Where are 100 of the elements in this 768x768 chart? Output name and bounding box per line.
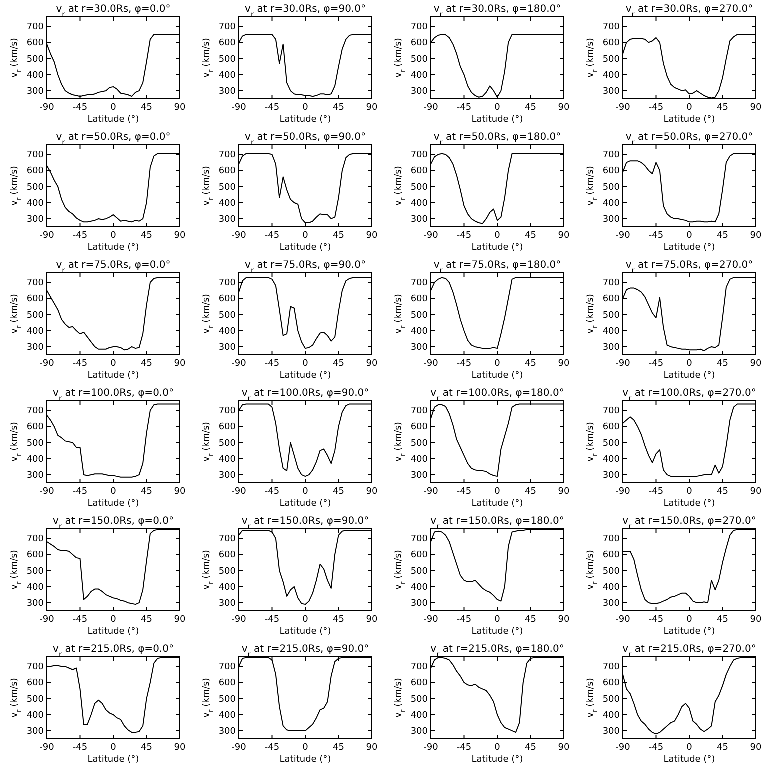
x-tick-label: -90 bbox=[616, 487, 631, 497]
x-axis-title: Latitude (°) bbox=[280, 371, 332, 381]
y-tick-label: 600 bbox=[218, 550, 236, 561]
y-tick-label: 700 bbox=[26, 534, 44, 545]
x-axis-title: Latitude (°) bbox=[280, 499, 332, 509]
x-tick-label: -45 bbox=[264, 743, 280, 753]
x-tick-label: -45 bbox=[648, 615, 664, 625]
x-axis-title: Latitude (°) bbox=[664, 627, 716, 637]
y-tick-label: 300 bbox=[602, 86, 620, 97]
y-tick-label: 700 bbox=[218, 662, 236, 673]
y-tick-label: 400 bbox=[218, 198, 236, 209]
x-tick-label: 90 bbox=[750, 487, 762, 497]
x-tick-label: 45 bbox=[333, 231, 344, 241]
y-tick-label: 600 bbox=[602, 678, 620, 689]
y-tick-label: 600 bbox=[410, 38, 428, 49]
x-axis-title: Latitude (°) bbox=[664, 115, 716, 125]
x-axis-title: Latitude (°) bbox=[280, 243, 332, 253]
y-tick-label: 600 bbox=[26, 294, 44, 305]
y-tick-label: 300 bbox=[26, 86, 44, 97]
x-tick-label: -45 bbox=[72, 103, 88, 113]
x-tick-label: -45 bbox=[456, 231, 472, 241]
y-tick-label: 300 bbox=[26, 470, 44, 481]
x-tick-label: -45 bbox=[72, 487, 88, 497]
x-axis-title: Latitude (°) bbox=[280, 627, 332, 637]
y-tick-label: 300 bbox=[410, 726, 428, 737]
y-tick-label: 300 bbox=[26, 726, 44, 737]
x-axis-title: Latitude (°) bbox=[664, 755, 716, 765]
y-tick-label: 400 bbox=[410, 582, 428, 593]
x-tick-label: 90 bbox=[750, 743, 762, 753]
x-tick-label: 90 bbox=[174, 231, 186, 241]
x-tick-label: -90 bbox=[40, 743, 55, 753]
x-tick-label: -45 bbox=[264, 487, 280, 497]
y-tick-label: 500 bbox=[218, 54, 236, 65]
y-tick-label: 400 bbox=[26, 326, 44, 337]
y-tick-label: 500 bbox=[602, 438, 620, 449]
x-tick-label: 45 bbox=[717, 487, 728, 497]
y-tick-label: 300 bbox=[410, 86, 428, 97]
x-tick-label: 90 bbox=[558, 231, 570, 241]
x-tick-label: 0 bbox=[302, 103, 309, 113]
y-tick-label: 400 bbox=[410, 454, 428, 465]
x-tick-label: 0 bbox=[302, 359, 309, 369]
y-tick-label: 700 bbox=[602, 662, 620, 673]
x-tick-label: 90 bbox=[174, 615, 186, 625]
y-tick-label: 300 bbox=[26, 342, 44, 353]
x-axis-title: Latitude (°) bbox=[472, 243, 524, 253]
x-tick-label: 0 bbox=[494, 103, 501, 113]
x-tick-label: 45 bbox=[525, 487, 536, 497]
x-axis-title: Latitude (°) bbox=[472, 499, 524, 509]
x-tick-label: 90 bbox=[174, 487, 186, 497]
x-tick-label: 90 bbox=[174, 103, 186, 113]
y-tick-label: 400 bbox=[410, 326, 428, 337]
y-tick-label: 300 bbox=[410, 598, 428, 609]
y-tick-label: 700 bbox=[602, 278, 620, 289]
x-tick-label: 45 bbox=[525, 103, 536, 113]
y-tick-label: 700 bbox=[26, 278, 44, 289]
y-tick-label: 300 bbox=[218, 726, 236, 737]
x-tick-label: 0 bbox=[494, 743, 501, 753]
x-tick-label: -90 bbox=[40, 231, 55, 241]
x-tick-label: 90 bbox=[558, 359, 570, 369]
x-tick-label: -45 bbox=[72, 359, 88, 369]
x-tick-label: 0 bbox=[494, 615, 501, 625]
y-tick-label: 500 bbox=[602, 54, 620, 65]
y-tick-label: 700 bbox=[218, 406, 236, 417]
y-tick-label: 500 bbox=[218, 438, 236, 449]
y-tick-label: 300 bbox=[26, 214, 44, 225]
x-axis-title: Latitude (°) bbox=[664, 499, 716, 509]
y-tick-label: 400 bbox=[218, 454, 236, 465]
x-tick-label: 90 bbox=[558, 487, 570, 497]
x-tick-label: 45 bbox=[141, 743, 152, 753]
x-tick-label: 90 bbox=[366, 487, 378, 497]
x-tick-label: 90 bbox=[558, 743, 570, 753]
y-tick-label: 600 bbox=[602, 550, 620, 561]
x-tick-label: -45 bbox=[456, 615, 472, 625]
y-tick-label: 500 bbox=[218, 566, 236, 577]
x-tick-label: -45 bbox=[264, 103, 280, 113]
y-tick-label: 400 bbox=[26, 710, 44, 721]
x-tick-label: 45 bbox=[333, 487, 344, 497]
x-tick-label: 45 bbox=[717, 743, 728, 753]
x-tick-label: 0 bbox=[110, 487, 117, 497]
x-tick-label: -90 bbox=[424, 487, 439, 497]
y-tick-label: 500 bbox=[218, 310, 236, 321]
y-tick-label: 700 bbox=[410, 406, 428, 417]
x-tick-label: -90 bbox=[616, 103, 631, 113]
x-tick-label: 45 bbox=[141, 103, 152, 113]
y-tick-label: 400 bbox=[218, 582, 236, 593]
y-tick-label: 500 bbox=[602, 310, 620, 321]
x-tick-label: 45 bbox=[717, 103, 728, 113]
y-tick-label: 700 bbox=[26, 22, 44, 33]
y-tick-label: 600 bbox=[26, 550, 44, 561]
y-tick-label: 600 bbox=[602, 294, 620, 305]
x-tick-label: 0 bbox=[110, 359, 117, 369]
y-tick-label: 400 bbox=[602, 710, 620, 721]
x-tick-label: -45 bbox=[264, 231, 280, 241]
x-tick-label: -90 bbox=[40, 103, 55, 113]
y-tick-label: 600 bbox=[410, 678, 428, 689]
y-tick-label: 400 bbox=[26, 70, 44, 81]
x-tick-label: 90 bbox=[366, 231, 378, 241]
x-tick-label: -90 bbox=[616, 743, 631, 753]
y-tick-label: 700 bbox=[410, 278, 428, 289]
x-tick-label: -90 bbox=[616, 231, 631, 241]
